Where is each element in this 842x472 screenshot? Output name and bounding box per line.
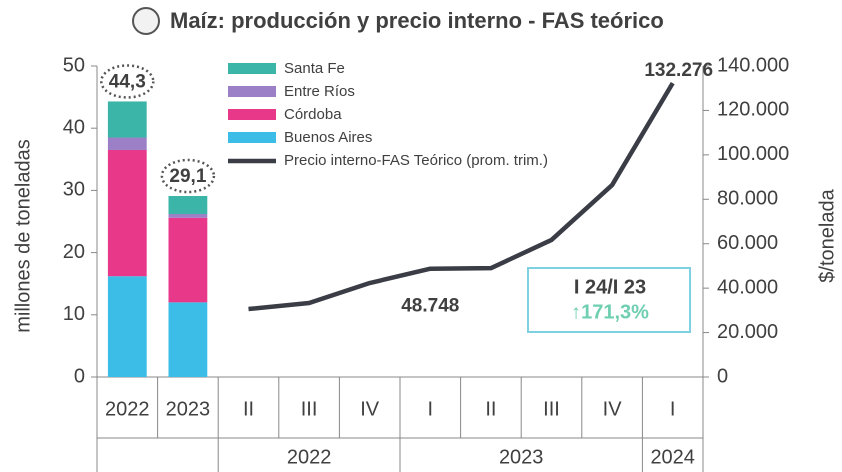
y2-tick-label: 100.000 bbox=[717, 143, 789, 165]
x-tick-label: I bbox=[670, 398, 676, 420]
bar-segment bbox=[168, 214, 208, 218]
legend-swatch bbox=[228, 132, 276, 143]
total-label: 29,1 bbox=[169, 166, 206, 187]
y-tick-label: 20 bbox=[63, 241, 85, 263]
x-tick-label: II bbox=[243, 398, 254, 420]
x-tick-label: I bbox=[428, 398, 434, 420]
y2-tick-label: 120.000 bbox=[717, 99, 789, 121]
y2-tick-label: 140.000 bbox=[717, 54, 789, 76]
total-ring bbox=[160, 158, 216, 194]
annotation-box bbox=[527, 267, 691, 333]
x-tick-label: 2023 bbox=[166, 398, 211, 420]
y2-axis-label: $/tonelada bbox=[816, 188, 838, 282]
line-value-label: 132.276 bbox=[644, 60, 713, 81]
y-tick-label: 0 bbox=[74, 365, 85, 387]
bar-segment bbox=[107, 137, 147, 150]
title-icon bbox=[132, 7, 160, 35]
y2-tick-label: 40.000 bbox=[717, 276, 778, 298]
x-tick-label: 2022 bbox=[105, 398, 150, 420]
x-tick-label: III bbox=[301, 398, 318, 420]
y2-tick-label: 80.000 bbox=[717, 188, 778, 210]
y2-tick-label: 60.000 bbox=[717, 232, 778, 254]
bar-segment bbox=[107, 101, 147, 138]
legend-label: Buenos Aires bbox=[284, 129, 372, 146]
legend-swatch bbox=[228, 63, 276, 74]
y-axis-label: millones de toneladas bbox=[12, 139, 34, 332]
y-tick-label: 30 bbox=[63, 179, 85, 201]
total-label: 44,3 bbox=[109, 71, 146, 92]
x-tick-label: III bbox=[543, 398, 560, 420]
y-tick-label: 50 bbox=[63, 54, 85, 76]
legend-label: Precio interno-FAS Teórico (prom. trim.) bbox=[284, 152, 548, 169]
y-tick-label: 10 bbox=[63, 303, 85, 325]
annotation-title: I 24/I 23 bbox=[574, 276, 646, 298]
total-ring bbox=[100, 64, 155, 99]
legend-label: Córdoba bbox=[284, 106, 342, 123]
bar-segment bbox=[168, 302, 208, 377]
bar-segment bbox=[168, 217, 208, 303]
x-tick-label: IV bbox=[603, 398, 623, 420]
legend-swatch bbox=[228, 86, 276, 97]
line-value-label: 48.748 bbox=[401, 296, 459, 317]
x-group-label: 2023 bbox=[499, 446, 544, 468]
legend-label: Santa Fe bbox=[284, 60, 345, 77]
annotation-change: ↑171,3% bbox=[571, 301, 649, 323]
y2-tick-label: 20.000 bbox=[717, 321, 778, 343]
y-tick-label: 40 bbox=[63, 116, 85, 138]
legend-label: Entre Ríos bbox=[284, 83, 355, 100]
bar-segment bbox=[107, 149, 147, 277]
y2-tick-label: 0 bbox=[717, 365, 728, 387]
x-tick-label: IV bbox=[360, 398, 380, 420]
x-group-label: 2024 bbox=[650, 446, 695, 468]
bar-segment bbox=[107, 276, 147, 377]
price-line bbox=[248, 82, 675, 312]
bar-segment bbox=[168, 195, 208, 215]
legend-swatch bbox=[228, 109, 276, 120]
x-tick-label: II bbox=[485, 398, 496, 420]
x-group-label: 2022 bbox=[287, 446, 332, 468]
chart-title: Maíz: producción y precio interno - FAS … bbox=[170, 8, 664, 33]
